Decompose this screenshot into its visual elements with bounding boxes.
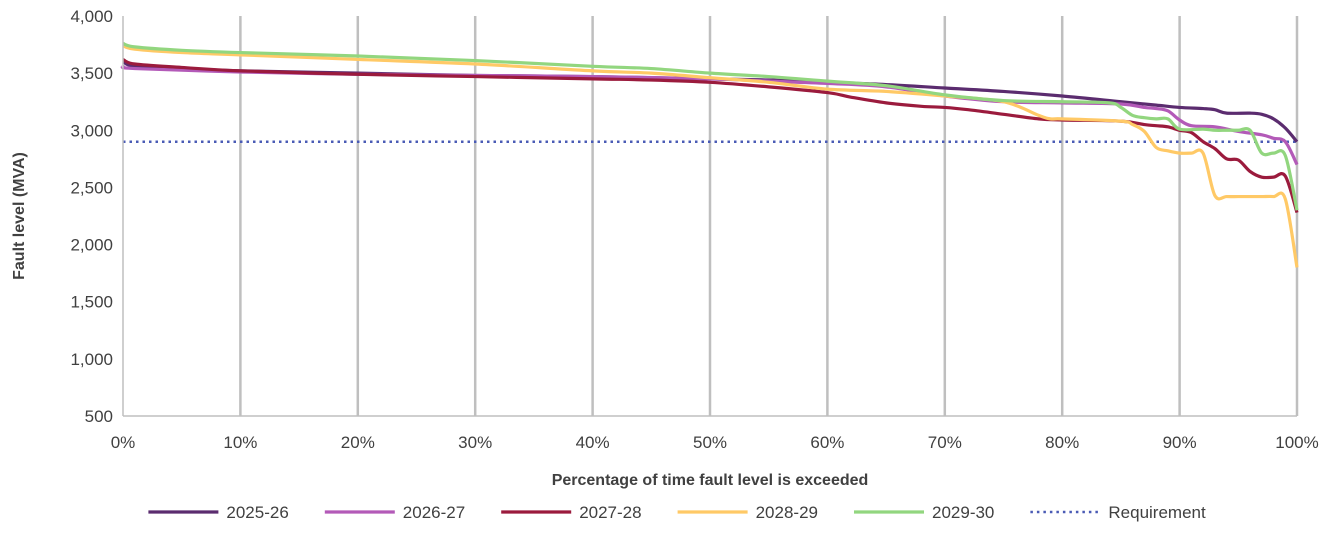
x-tick-label: 20% [341,433,375,452]
y-tick-label: 3,000 [70,121,113,140]
x-tick-label: 100% [1275,433,1318,452]
y-tick-label: 4,000 [70,7,113,26]
x-tick-label: 50% [693,433,727,452]
y-tick-label: 2,500 [70,178,113,197]
legend-label-2028-29: 2028-29 [756,503,818,522]
tick-labels: 500 1,000 1,500 2,000 2,500 3,000 3,500 4,000 0%… [70,7,1318,452]
series-line-2027-28 [122,57,1299,214]
x-tick-label: 60% [810,433,844,452]
x-tick-label: 10% [223,433,257,452]
y-tick-label: 3,500 [70,64,113,83]
x-tick-label: 80% [1045,433,1079,452]
x-tick-label: 90% [1163,433,1197,452]
axes [122,16,1297,417]
legend-label-requirement: Requirement [1108,503,1206,522]
y-tick-label: 2,000 [70,236,113,255]
series-lines [120,41,1299,268]
series-line-2028-29 [122,44,1299,268]
legend-label-2026-27: 2026-27 [403,503,465,522]
x-tick-label: 30% [458,433,492,452]
legend-label-2027-28: 2027-28 [579,503,641,522]
legend-label-2025-26: 2025-26 [226,503,288,522]
y-axis-title: Fault level (MVA) [11,152,28,280]
x-tick-label: 0% [111,433,136,452]
x-tick-label: 40% [576,433,610,452]
legend-label-2029-30: 2029-30 [932,503,994,522]
y-tick-label: 500 [85,407,113,426]
y-tick-label: 1,000 [70,350,113,369]
y-tick-label: 1,500 [70,293,113,312]
series-line-2029-30 [122,41,1299,211]
x-tick-label: 70% [928,433,962,452]
legend: 2025-26 2026-27 2027-28 2028-29 2029-30 Requi… [148,503,1206,522]
x-axis-title: Percentage of time fault level is exceed… [552,472,869,489]
